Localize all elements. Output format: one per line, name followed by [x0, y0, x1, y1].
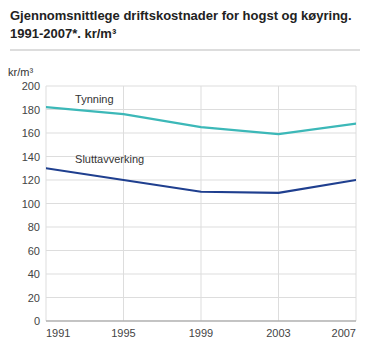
- y-tick-label: 160: [22, 127, 40, 139]
- title: Gjennomsnittlege driftskostnader for hog…: [10, 8, 352, 23]
- grid: [46, 86, 356, 321]
- subtitle: 1991-2007*. kr/m³: [10, 26, 117, 41]
- y-tick-label: 180: [22, 104, 40, 116]
- x-tick-label: 1999: [189, 327, 213, 339]
- chart-svg: Gjennomsnittlege driftskostnader for hog…: [0, 0, 370, 349]
- y-axis-label: kr/m³: [8, 66, 33, 78]
- y-tick-label: 140: [22, 151, 40, 163]
- y-tick-label: 60: [28, 245, 40, 257]
- y-tick-label: 80: [28, 221, 40, 233]
- x-tick-label: 1995: [111, 327, 135, 339]
- y-tick-label: 0: [34, 315, 40, 327]
- x-tick-label: 2007: [332, 327, 356, 339]
- y-tick-label: 200: [22, 80, 40, 92]
- annotation: Sluttavverking: [75, 153, 144, 165]
- plot-area: [46, 107, 356, 193]
- chart-container: Gjennomsnittlege driftskostnader for hog…: [0, 0, 370, 349]
- x-grid-line: [201, 86, 202, 321]
- x-tick-label: 1991: [46, 327, 70, 339]
- y-grid-line: [46, 321, 356, 322]
- series-line: [46, 168, 356, 193]
- x-tick-label: 2003: [266, 327, 290, 339]
- x-grid-line: [278, 86, 279, 321]
- x-grid-line: [356, 86, 357, 321]
- y-tick-label: 100: [22, 198, 40, 210]
- series-line: [46, 107, 356, 134]
- y-tick-label: 20: [28, 292, 40, 304]
- x-axis-line: [46, 321, 356, 322]
- annotation: Tynning: [75, 93, 114, 105]
- y-tick-label: 120: [22, 174, 40, 186]
- y-tick-label: 40: [28, 268, 40, 280]
- x-grid-line: [46, 86, 47, 321]
- x-grid-line: [123, 86, 124, 321]
- title-rule: [10, 50, 360, 51]
